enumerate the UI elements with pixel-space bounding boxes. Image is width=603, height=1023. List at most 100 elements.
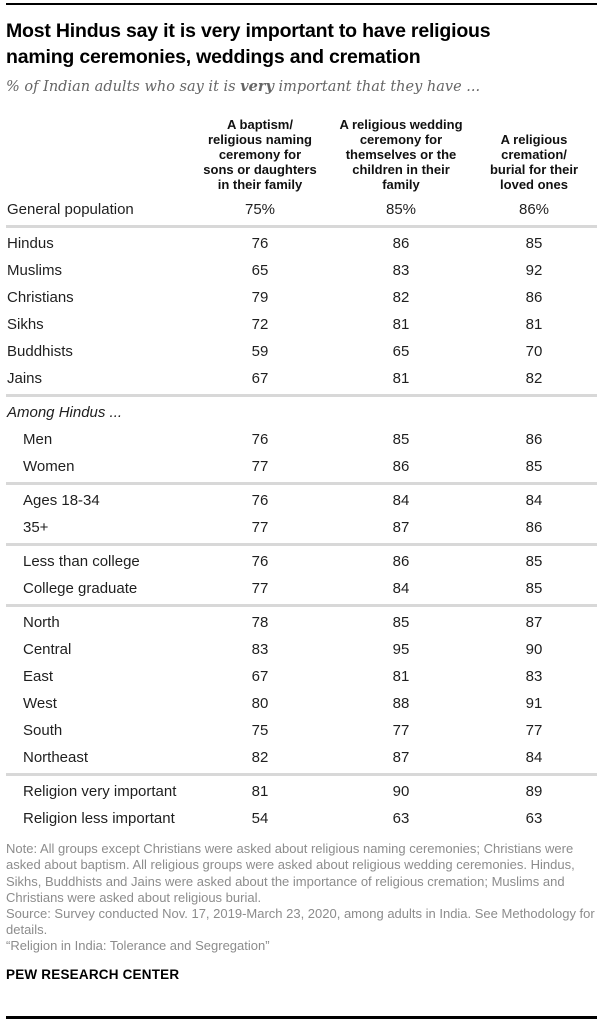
row-label: Sikhs — [7, 316, 44, 334]
footer-notes: Note: All groups except Christians were … — [6, 841, 597, 954]
section-divider — [6, 543, 597, 547]
row-label: Jains — [7, 370, 43, 388]
table-row: South 75 77 77 — [6, 717, 597, 744]
row-value: 95 — [392, 641, 410, 659]
row-value: 88 — [392, 695, 410, 713]
row-value: 86 — [392, 235, 410, 253]
column-header-cremation-burial: A religious cremation/ burial for their … — [489, 131, 579, 193]
row-value: 84 — [392, 580, 410, 598]
table-row: East 67 81 83 — [6, 663, 597, 690]
row-label: Northeast — [23, 749, 89, 767]
row-label: Religion less important — [23, 810, 175, 828]
row-value: 84 — [525, 749, 543, 767]
row-value: 82 — [525, 370, 543, 388]
section-label-row: Among Hindus ... — [6, 399, 597, 426]
row-value: 87 — [392, 749, 410, 767]
section-divider — [6, 773, 597, 777]
note-text: Note: All groups except Christians were … — [6, 841, 575, 905]
row-value: 85 — [392, 431, 410, 449]
subtitle-suffix: important that they have ... — [273, 78, 481, 95]
row-value: 67 — [251, 668, 269, 686]
column-header-spacer — [6, 192, 189, 194]
row-value: 77 — [392, 722, 410, 740]
row-value: 86 — [525, 519, 543, 537]
row-value: 76 — [251, 492, 269, 510]
row-value: 86 — [392, 458, 410, 476]
table-row: Less than college 76 86 85 — [6, 548, 597, 575]
row-value: 77 — [251, 519, 269, 537]
table-row: Northeast 82 87 84 — [6, 744, 597, 771]
row-value: 79 — [251, 289, 269, 307]
row-value: 81 — [525, 316, 543, 334]
row-value: 77 — [251, 458, 269, 476]
row-value: 82 — [251, 749, 269, 767]
row-value: 85 — [525, 553, 543, 571]
row-label: General population — [7, 201, 134, 219]
row-value: 72 — [251, 316, 269, 334]
table-row: Sikhs 72 81 81 — [6, 311, 597, 338]
row-value: 85 — [525, 458, 543, 476]
row-value: 86 — [525, 431, 543, 449]
table-row: General population 75% 85% 86% — [6, 196, 597, 223]
row-value: 84 — [525, 492, 543, 510]
table-row: Hindus 76 86 85 — [6, 230, 597, 257]
table-row: Central 83 95 90 — [6, 636, 597, 663]
table-row: Ages 18-34 76 84 84 — [6, 487, 597, 514]
table-row: Buddhists 59 65 70 — [6, 338, 597, 365]
table-row: College graduate 77 84 85 — [6, 575, 597, 602]
row-label: Men — [23, 431, 53, 449]
row-value: 76 — [251, 431, 269, 449]
column-header-wedding-ceremony: A religious wedding ceremony for themsel… — [339, 116, 463, 193]
row-label: East — [23, 668, 54, 686]
table-row: Christians 79 82 86 — [6, 284, 597, 311]
row-label: Christians — [7, 289, 74, 307]
row-value: 80 — [251, 695, 269, 713]
table-row: Religion very important 81 90 89 — [6, 778, 597, 805]
citation-text: “Religion in India: Tolerance and Segreg… — [6, 938, 270, 954]
table-row: Jains 67 81 82 — [6, 365, 597, 392]
row-value: 91 — [525, 695, 543, 713]
row-value: 83 — [392, 262, 410, 280]
table-row: West 80 88 91 — [6, 690, 597, 717]
chart-subtitle: % of Indian adults who say it is very im… — [6, 78, 597, 95]
table-row: Muslims 65 83 92 — [6, 257, 597, 284]
row-value: 86 — [392, 553, 410, 571]
row-value: 63 — [392, 810, 410, 828]
row-label: Hindus — [7, 235, 54, 253]
row-value: 84 — [392, 492, 410, 510]
row-value: 65 — [251, 262, 269, 280]
source-text: Source: Survey conducted Nov. 17, 2019-M… — [6, 906, 595, 938]
row-label: South — [23, 722, 63, 740]
row-value: 75% — [244, 201, 276, 219]
row-value: 67 — [251, 370, 269, 388]
row-label: Central — [23, 641, 72, 659]
row-value: 83 — [251, 641, 269, 659]
row-label: West — [23, 695, 57, 713]
row-value: 65 — [392, 343, 410, 361]
row-value: 77 — [251, 580, 269, 598]
row-value: 75 — [251, 722, 269, 740]
row-value: 89 — [525, 783, 543, 801]
table-header-row: A baptism/ religious naming ceremony for… — [6, 117, 597, 194]
row-value: 86% — [518, 201, 550, 219]
row-value: 77 — [525, 722, 543, 740]
row-value: 85 — [525, 235, 543, 253]
row-value: 76 — [251, 235, 269, 253]
table-row: Men 76 85 86 — [6, 426, 597, 453]
table-row: Religion less important 54 63 63 — [6, 805, 597, 832]
row-value: 81 — [392, 668, 410, 686]
row-value: 90 — [525, 641, 543, 659]
section-divider — [6, 604, 597, 608]
row-value: 81 — [251, 783, 269, 801]
brand-pew-research-center: PEW RESEARCH CENTER — [6, 966, 180, 982]
table-row: Women 77 86 85 — [6, 453, 597, 480]
subtitle-emphasis: very — [240, 77, 274, 95]
row-value: 76 — [251, 553, 269, 571]
row-value: 85% — [385, 201, 417, 219]
row-value: 87 — [525, 614, 543, 632]
row-value: 86 — [525, 289, 543, 307]
row-label: Muslims — [7, 262, 62, 280]
row-label: Among Hindus ... — [7, 404, 123, 422]
table-row: North 78 85 87 — [6, 609, 597, 636]
